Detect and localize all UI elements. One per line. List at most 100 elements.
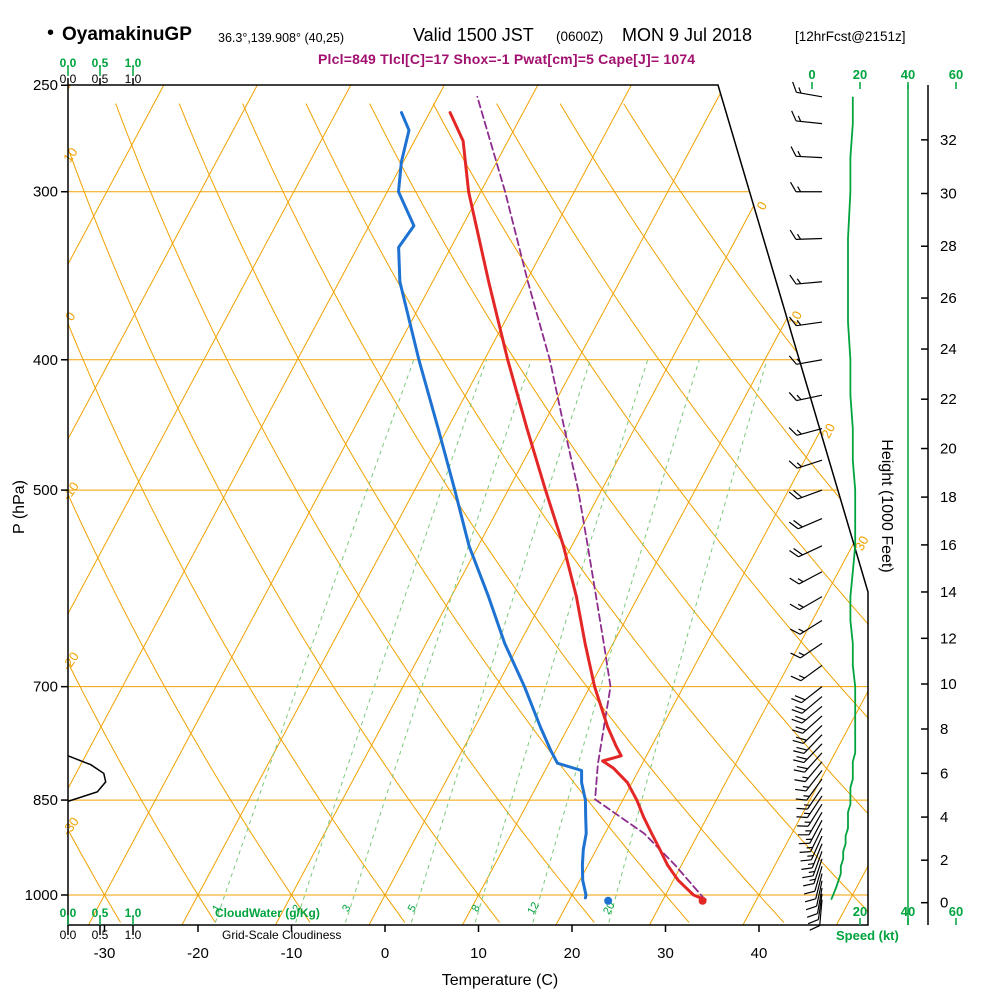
station-coords: 36.3°,139.908° (40,25) (218, 31, 345, 45)
svg-text:3: 3 (340, 903, 353, 914)
svg-text:0: 0 (808, 67, 815, 82)
plot-border (67, 84, 869, 926)
svg-text:-10: -10 (59, 479, 82, 503)
scale-tick: 0.0 (59, 56, 77, 70)
svg-text:20: 20 (853, 904, 867, 919)
svg-text:-30: -30 (94, 945, 116, 962)
svg-text:2: 2 (940, 852, 948, 869)
svg-text:1: 1 (210, 903, 223, 914)
valid-date: MON 9 Jul 2018 (622, 25, 753, 45)
adiabat-labels: 10 0 -10 -20 -30 (59, 145, 82, 839)
svg-text:16: 16 (940, 537, 957, 554)
stability-indices: Plcl=849 Tlcl[C]=17 Shox=-1 Pwat[cm]=5 C… (318, 51, 696, 67)
svg-text:14: 14 (940, 584, 957, 601)
svg-text:20: 20 (853, 67, 867, 82)
svg-text:10: 10 (470, 945, 487, 962)
cloud-fraction-profile (67, 755, 107, 803)
svg-text:12: 12 (525, 900, 542, 917)
valid-zulu: (0600Z) (556, 29, 604, 44)
svg-text:12: 12 (940, 630, 957, 647)
svg-text:6: 6 (940, 765, 948, 782)
svg-text:20: 20 (818, 421, 838, 441)
scale-tick: 1.0 (124, 906, 142, 920)
dewpoint-curve (397, 111, 588, 900)
mixing-ratio-labels: 1 2 3 5 8 12 20 (210, 900, 617, 917)
svg-text:40: 40 (901, 904, 915, 919)
wind-speed-curve (830, 96, 857, 901)
wind-barbs (788, 81, 823, 931)
temperature-curve (448, 111, 707, 902)
skewt-grid (68, 85, 868, 925)
svg-text:300: 300 (33, 184, 58, 201)
svg-text:10: 10 (940, 676, 957, 693)
svg-text:24: 24 (940, 341, 957, 358)
scale-tick: 0.0 (59, 928, 77, 942)
svg-text:500: 500 (33, 482, 58, 499)
cloud-scale-ticks (67, 66, 134, 935)
svg-text:8: 8 (940, 721, 948, 738)
svg-text:250: 250 (33, 77, 58, 94)
forecast-tag: [12hrFcst@2151z] (795, 29, 906, 44)
cloudiness-label: Grid-Scale Cloudiness (222, 928, 342, 942)
pressure-axis-title: P (hPa) (11, 480, 28, 534)
svg-text:22: 22 (940, 391, 957, 408)
temperature-axis: -30 -20 -10 0 10 20 30 40 (94, 925, 768, 962)
pressure-axis: 250 300 400 500 700 850 1000 (25, 77, 68, 904)
svg-text:-30: -30 (59, 814, 82, 838)
svg-text:0: 0 (381, 945, 389, 962)
station-name: OyamakinuGP (62, 24, 192, 45)
scale-tick: 0.5 (91, 72, 109, 86)
svg-text:40: 40 (901, 67, 915, 82)
svg-text:-10: -10 (281, 945, 303, 962)
scale-tick: 0.0 (59, 72, 77, 86)
scale-tick: 1.0 (124, 928, 142, 942)
scale-tick: 0.5 (91, 928, 109, 942)
svg-text:8: 8 (469, 903, 482, 914)
svg-text:700: 700 (33, 679, 58, 696)
svg-text:1000: 1000 (25, 887, 58, 904)
svg-text:5: 5 (406, 903, 419, 914)
svg-text:-20: -20 (59, 649, 82, 673)
height-axis-title: Height (1000 Feet) (878, 439, 895, 573)
svg-text:850: 850 (33, 792, 58, 809)
svg-text:40: 40 (751, 945, 768, 962)
svg-text:400: 400 (33, 352, 58, 369)
svg-text:30: 30 (852, 533, 872, 553)
surface-temp-dot (698, 896, 707, 905)
svg-text:30: 30 (940, 185, 957, 202)
svg-text:60: 60 (949, 67, 963, 82)
surface-dewpoint-dot (604, 896, 613, 905)
svg-text:20: 20 (564, 945, 581, 962)
svg-text:4: 4 (940, 809, 948, 826)
speed-axis-title: Speed (kt) (836, 928, 899, 943)
svg-text:2: 2 (290, 903, 303, 914)
svg-text:20: 20 (940, 441, 957, 458)
svg-text:-20: -20 (187, 945, 209, 962)
svg-text:60: 60 (949, 904, 963, 919)
station-bullet: • (47, 22, 55, 44)
svg-text:18: 18 (940, 489, 957, 506)
svg-text:32: 32 (940, 132, 957, 149)
scale-tick: 0.5 (91, 56, 109, 70)
svg-text:10: 10 (60, 145, 81, 165)
svg-text:30: 30 (657, 945, 674, 962)
svg-text:20: 20 (601, 900, 618, 917)
svg-text:0: 0 (940, 895, 948, 912)
valid-time: Valid 1500 JST (413, 25, 534, 45)
temperature-axis-title: Temperature (C) (441, 972, 559, 989)
svg-text:28: 28 (940, 238, 957, 255)
scale-tick: 0.0 (59, 906, 77, 920)
svg-text:26: 26 (940, 290, 957, 307)
cloudwater-label: CloudWater (g/Kg) (215, 906, 320, 920)
scale-tick: 1.0 (124, 56, 142, 70)
scale-tick: 1.0 (124, 72, 142, 86)
svg-text:0: 0 (62, 309, 78, 324)
scale-tick: 0.5 (91, 906, 109, 920)
svg-text:0: 0 (753, 199, 770, 212)
parcel-curve (476, 95, 706, 901)
